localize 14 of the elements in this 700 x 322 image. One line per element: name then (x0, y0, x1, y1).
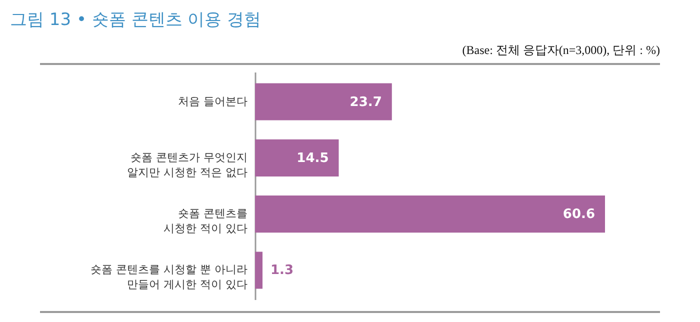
y-tick-label: 숏폼 콘텐츠를 시청할 뿐 아니라 만들어 게시한 적이 있다 (90, 263, 248, 292)
y-tick-label: 숏폼 콘텐츠를 시청한 적이 있다 (164, 207, 248, 236)
data-label: 1.3 (270, 263, 294, 278)
data-label: 23.7 (350, 94, 382, 110)
bar (255, 252, 263, 289)
bar (255, 139, 339, 176)
chart-subtitle: (Base: 전체 응답자(n=3,000), 단위 : %) (462, 42, 660, 59)
y-tick-label: 처음 들어본다 (178, 94, 248, 108)
data-label: 60.6 (562, 207, 595, 222)
data-label: 14.5 (296, 150, 329, 166)
bar (255, 83, 392, 120)
chart-title: 그림 13 • 숏폼 콘텐츠 이용 경험 (10, 9, 262, 31)
bar (255, 196, 605, 233)
y-tick-label: 숏폼 콘텐츠가 무엇인지 알지만 시청한 적은 없다 (127, 150, 248, 179)
